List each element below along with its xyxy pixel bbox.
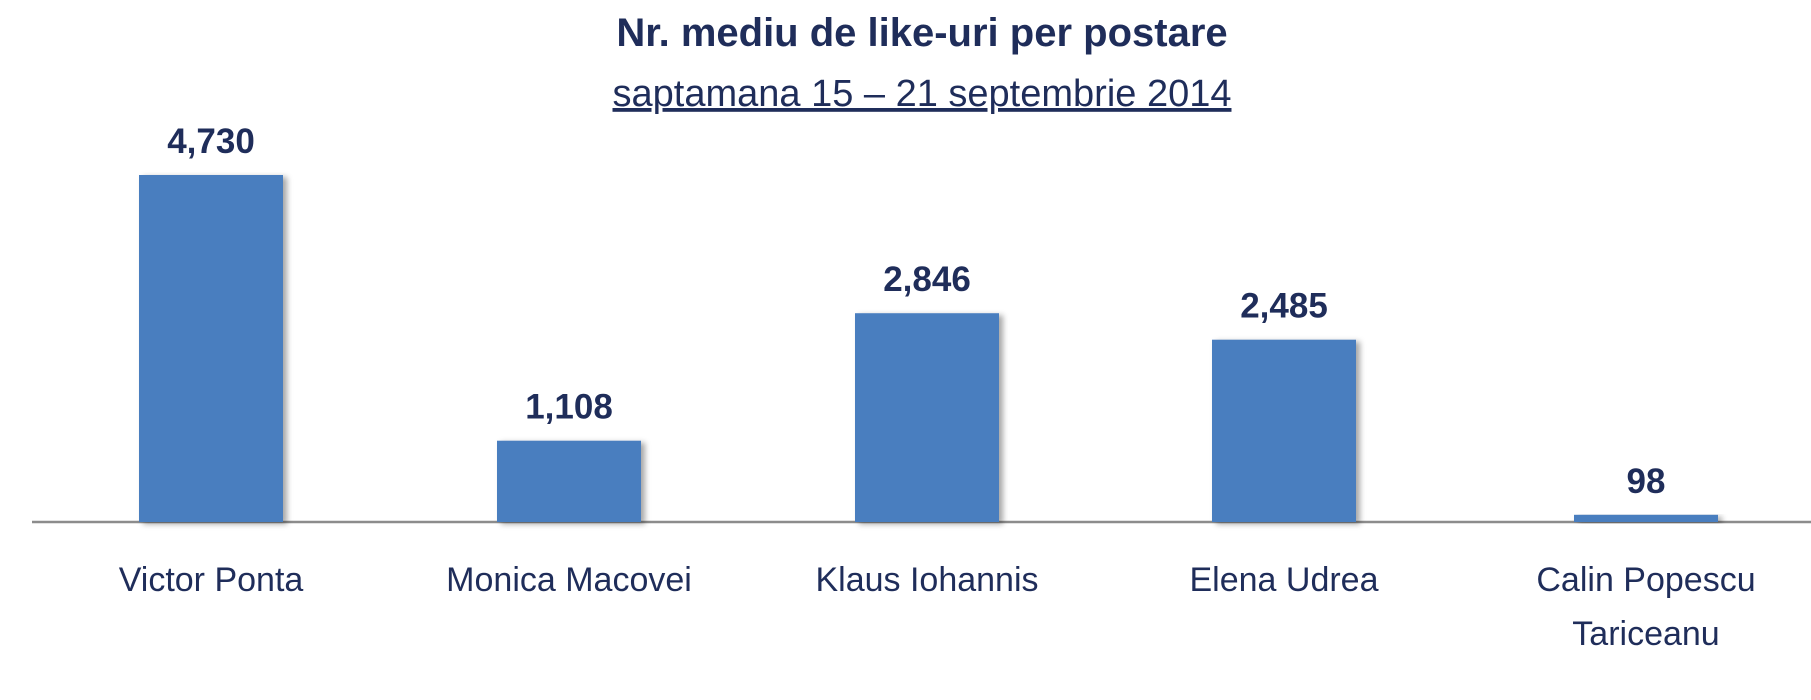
x-tick-label: Calin Popescu Tariceanu <box>1536 561 1756 653</box>
chart-title: Nr. mediu de like-uri per postare <box>616 11 1227 55</box>
bar <box>139 175 283 522</box>
value-label: 98 <box>1627 462 1666 501</box>
bar <box>1212 339 1356 522</box>
bar <box>1574 514 1718 522</box>
x-tick-label: Klaus Iohannis <box>815 561 1039 599</box>
bar <box>855 313 999 522</box>
x-tick-label: Victor Ponta <box>118 561 304 599</box>
x-tick-label: Monica Macovei <box>446 561 692 599</box>
value-label: 2,485 <box>1240 287 1328 326</box>
chart-subtitle: saptamana 15 – 21 septembrie 2014 <box>613 73 1232 115</box>
x-tick-label: Elena Udrea <box>1189 561 1379 599</box>
value-label: 2,846 <box>883 260 971 299</box>
bar <box>497 440 641 522</box>
value-label: 1,108 <box>525 388 613 427</box>
value-label: 4,730 <box>167 122 255 161</box>
